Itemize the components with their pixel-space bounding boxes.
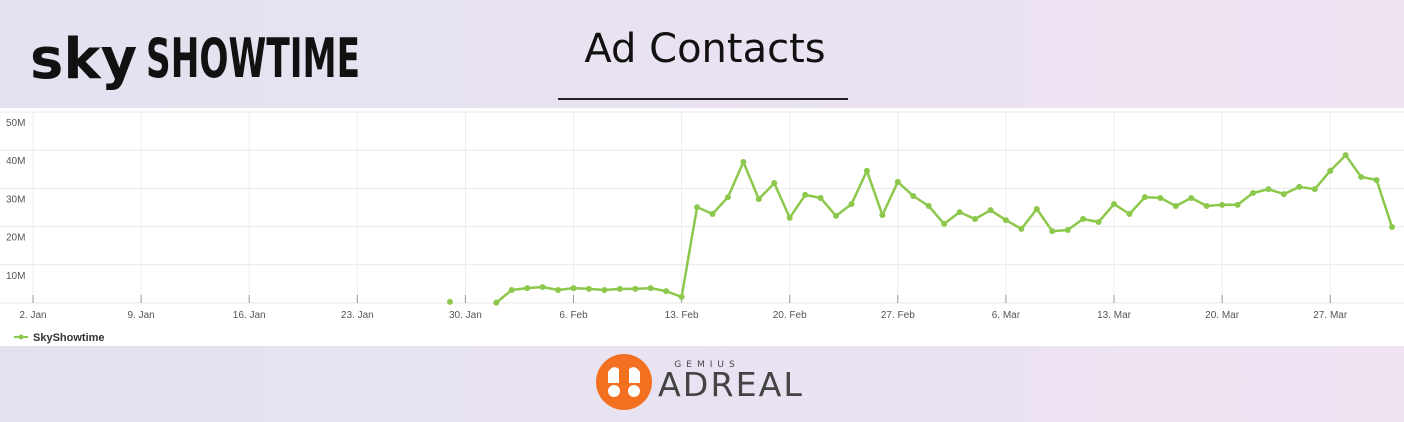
point [1049, 228, 1056, 235]
point [1141, 194, 1148, 201]
point [1219, 201, 1226, 208]
point [1250, 189, 1257, 196]
x-tick-label: 27. Feb [881, 310, 915, 321]
point [446, 298, 453, 305]
y-tick-label: 50M [6, 118, 25, 129]
x-tick-label: 23. Jan [341, 310, 374, 321]
y-tick-label: 10M [6, 271, 25, 282]
point [1095, 219, 1102, 226]
x-tick-label: 13. Feb [665, 310, 699, 321]
point [709, 210, 716, 217]
point [925, 202, 932, 209]
point [863, 167, 870, 174]
point [570, 285, 577, 292]
logo-lens [628, 385, 640, 397]
x-tick-label: 6. Feb [559, 310, 588, 321]
point [1389, 223, 1395, 230]
x-tick-label: 2. Jan [19, 310, 46, 321]
point [1111, 201, 1118, 208]
point [1265, 186, 1272, 193]
point [941, 220, 948, 227]
legend-marker [18, 334, 24, 340]
logo-lens [608, 385, 620, 397]
logo-binoculars [608, 367, 640, 383]
point [694, 204, 701, 211]
point [1033, 206, 1040, 213]
point [1296, 183, 1303, 190]
point [740, 159, 747, 166]
point [879, 212, 886, 219]
point [1188, 194, 1195, 201]
point [894, 178, 901, 185]
footer-logo: GEMIUS ADREAL [596, 354, 804, 410]
point [647, 285, 654, 292]
point [1311, 186, 1318, 193]
point [771, 180, 778, 187]
title: Ad Contacts [584, 26, 825, 72]
chart: 10M 20M 30M 40M 50M 2. Jan 9. Jan 16. Jan 23. Ja… [0, 111, 1404, 344]
x-tick-label: 20. Mar [1205, 310, 1240, 321]
point [539, 283, 546, 290]
point [632, 285, 639, 292]
point [956, 209, 963, 216]
point [1064, 227, 1071, 234]
point [585, 285, 592, 292]
x-tick-label: 16. Jan [233, 310, 266, 321]
x-tick-label: 27. Mar [1313, 310, 1348, 321]
point [972, 215, 979, 222]
point [1126, 210, 1133, 217]
point [1157, 194, 1164, 201]
point [616, 285, 623, 292]
point [663, 288, 670, 295]
point [493, 299, 500, 306]
point [755, 196, 762, 203]
logo-showtime: SHOWTIME [146, 27, 360, 90]
point [678, 293, 685, 300]
y-tick-label: 30M [6, 194, 25, 205]
point [508, 287, 515, 294]
point [555, 287, 562, 294]
x-tick-label: 6. Mar [992, 310, 1021, 321]
point [1203, 202, 1210, 209]
point [1018, 225, 1025, 232]
point [1280, 191, 1287, 198]
point [1373, 176, 1380, 183]
point [1172, 202, 1179, 209]
logo-sky: sky [30, 27, 137, 92]
brand-top: GEMIUS [674, 360, 739, 370]
brand: ADREAL [658, 365, 804, 404]
y-tick-label: 20M [6, 233, 25, 244]
point [910, 193, 917, 200]
x-tick-label: 30. Jan [449, 310, 482, 321]
point [786, 214, 793, 221]
point [833, 212, 840, 219]
point [1080, 215, 1087, 222]
point [524, 285, 531, 292]
x-tick-label: 9. Jan [127, 310, 154, 321]
x-tick-label: 20. Feb [773, 310, 807, 321]
point [848, 201, 855, 208]
y-tick-label: 40M [6, 156, 25, 167]
point [724, 194, 731, 201]
legend-label: SkyShowtime [33, 332, 105, 344]
point [601, 287, 608, 294]
point [1234, 201, 1241, 208]
logo-circle [596, 354, 652, 410]
point [817, 194, 824, 201]
x-tick-label: 13. Mar [1097, 310, 1132, 321]
point [1358, 173, 1365, 180]
point [987, 207, 994, 214]
point [802, 191, 809, 198]
point [1002, 217, 1009, 224]
point [1342, 152, 1349, 159]
point [1327, 167, 1334, 174]
